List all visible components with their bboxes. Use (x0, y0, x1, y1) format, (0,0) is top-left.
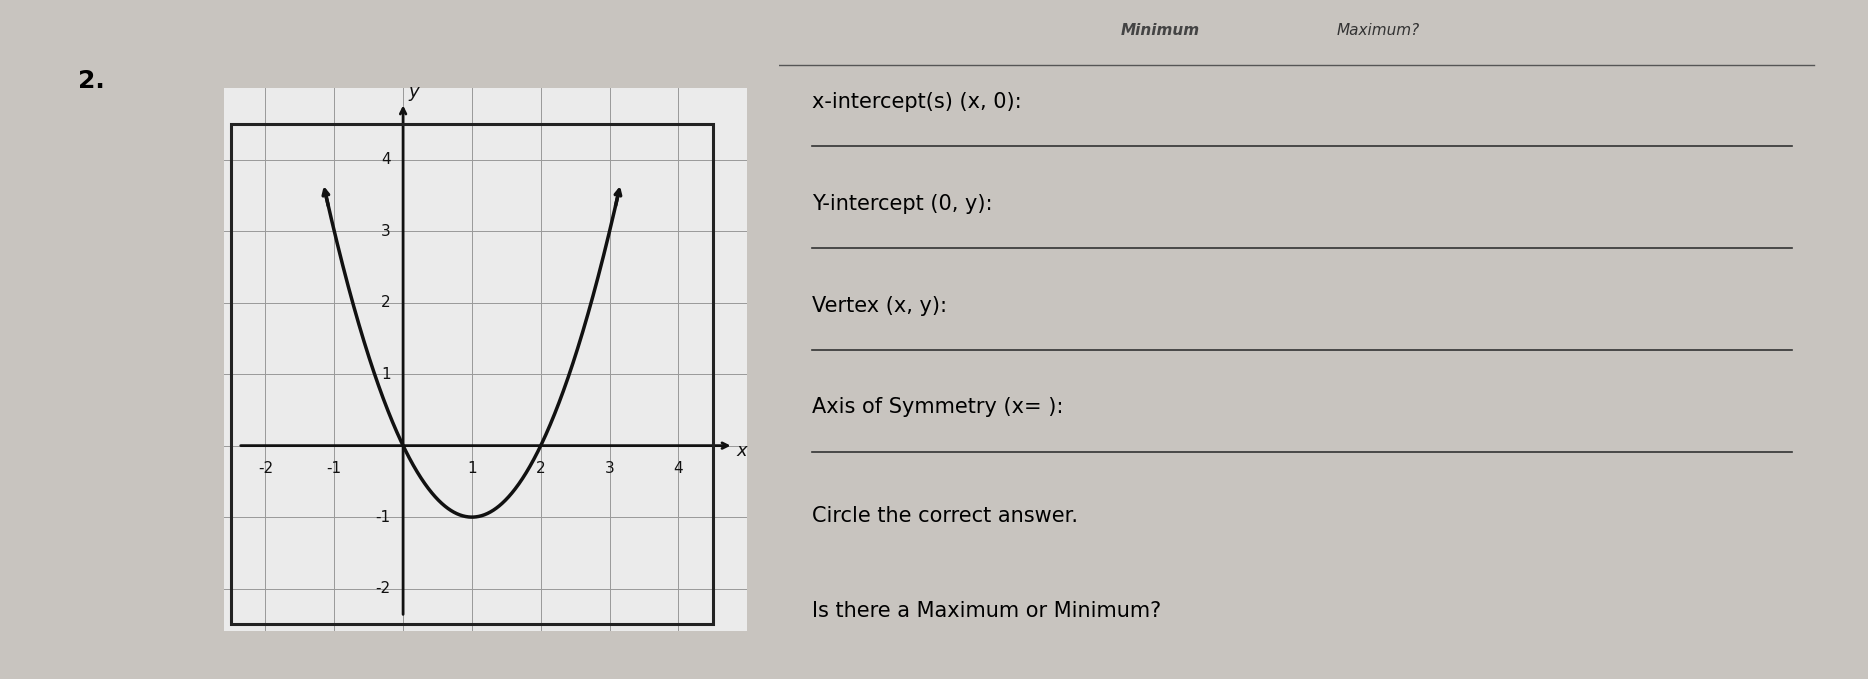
Text: -1: -1 (327, 461, 342, 477)
Text: 4: 4 (381, 152, 390, 167)
Text: Axis of Symmetry (x= ):: Axis of Symmetry (x= ): (811, 397, 1063, 418)
Text: y: y (407, 83, 418, 101)
Text: 1: 1 (467, 461, 476, 477)
Text: Circle the correct answer.: Circle the correct answer. (811, 506, 1078, 526)
Text: 3: 3 (605, 461, 615, 477)
Text: 3: 3 (381, 223, 390, 239)
Text: Is there a Maximum or Minimum?: Is there a Maximum or Minimum? (811, 601, 1160, 621)
Text: -2: -2 (375, 581, 390, 596)
Text: 2: 2 (381, 295, 390, 310)
Text: x-intercept(s) (x, 0):: x-intercept(s) (x, 0): (811, 92, 1022, 112)
Text: x: x (736, 442, 747, 460)
Text: -1: -1 (375, 510, 390, 525)
Text: Maximum?: Maximum? (1336, 23, 1420, 38)
Text: -2: -2 (258, 461, 273, 477)
Text: 1: 1 (381, 367, 390, 382)
Text: Y-intercept (0, y):: Y-intercept (0, y): (811, 194, 992, 214)
Text: Minimum: Minimum (1121, 23, 1199, 38)
Text: 4: 4 (674, 461, 684, 477)
Text: 2.: 2. (78, 69, 105, 94)
Text: Vertex (x, y):: Vertex (x, y): (811, 295, 947, 316)
Text: 2: 2 (536, 461, 545, 477)
